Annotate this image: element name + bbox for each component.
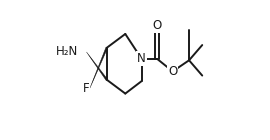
Text: O: O [168, 65, 177, 78]
Text: F: F [82, 81, 89, 94]
Text: H₂N: H₂N [56, 46, 78, 59]
Text: N: N [137, 52, 146, 65]
Text: O: O [153, 19, 162, 32]
Polygon shape [90, 47, 107, 88]
Polygon shape [86, 52, 107, 80]
